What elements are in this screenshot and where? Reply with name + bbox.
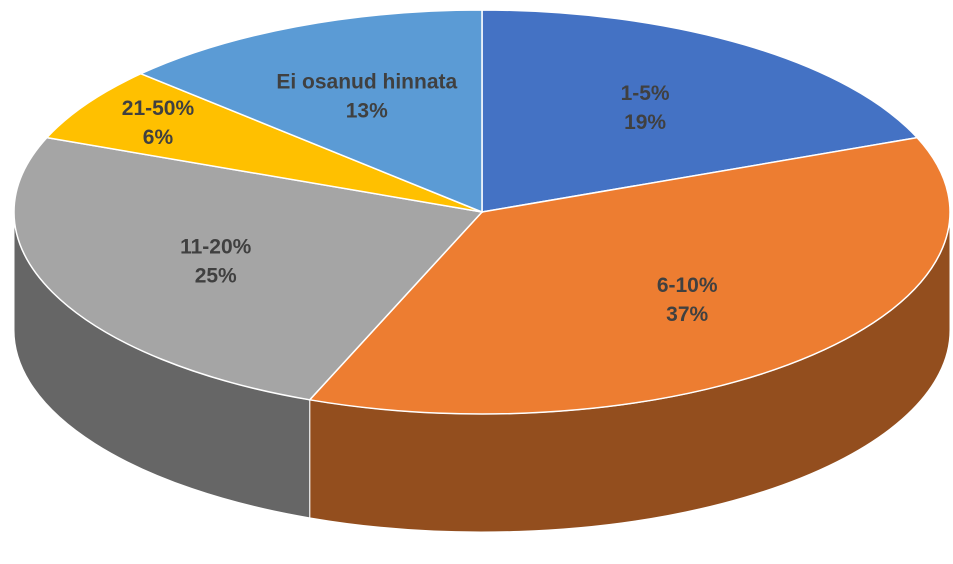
label-category: 11-20% [180,235,252,258]
label-category: 1-5% [621,82,670,105]
slice [13,136,484,401]
data-label: 6-10% 37% [657,274,718,326]
label-category: 6-10% [657,274,718,297]
label-value: 25% [195,264,237,287]
label-category: 21-50% [122,97,195,120]
slice [45,72,483,213]
data-label: Ei osanud hinnata 13% [276,71,457,123]
label-value: 6% [143,126,174,149]
label-value: 37% [666,303,708,326]
slice [308,136,951,415]
label-value: 19% [624,111,666,134]
label-category: Ei osanud hinnata [276,71,457,94]
label-value: 13% [346,100,388,123]
data-label: 21-50% 6% [122,97,195,149]
slice [138,9,483,214]
data-label: 1-5% 19% [621,82,670,134]
data-label: 11-20% 25% [180,235,252,287]
slice [481,9,919,213]
